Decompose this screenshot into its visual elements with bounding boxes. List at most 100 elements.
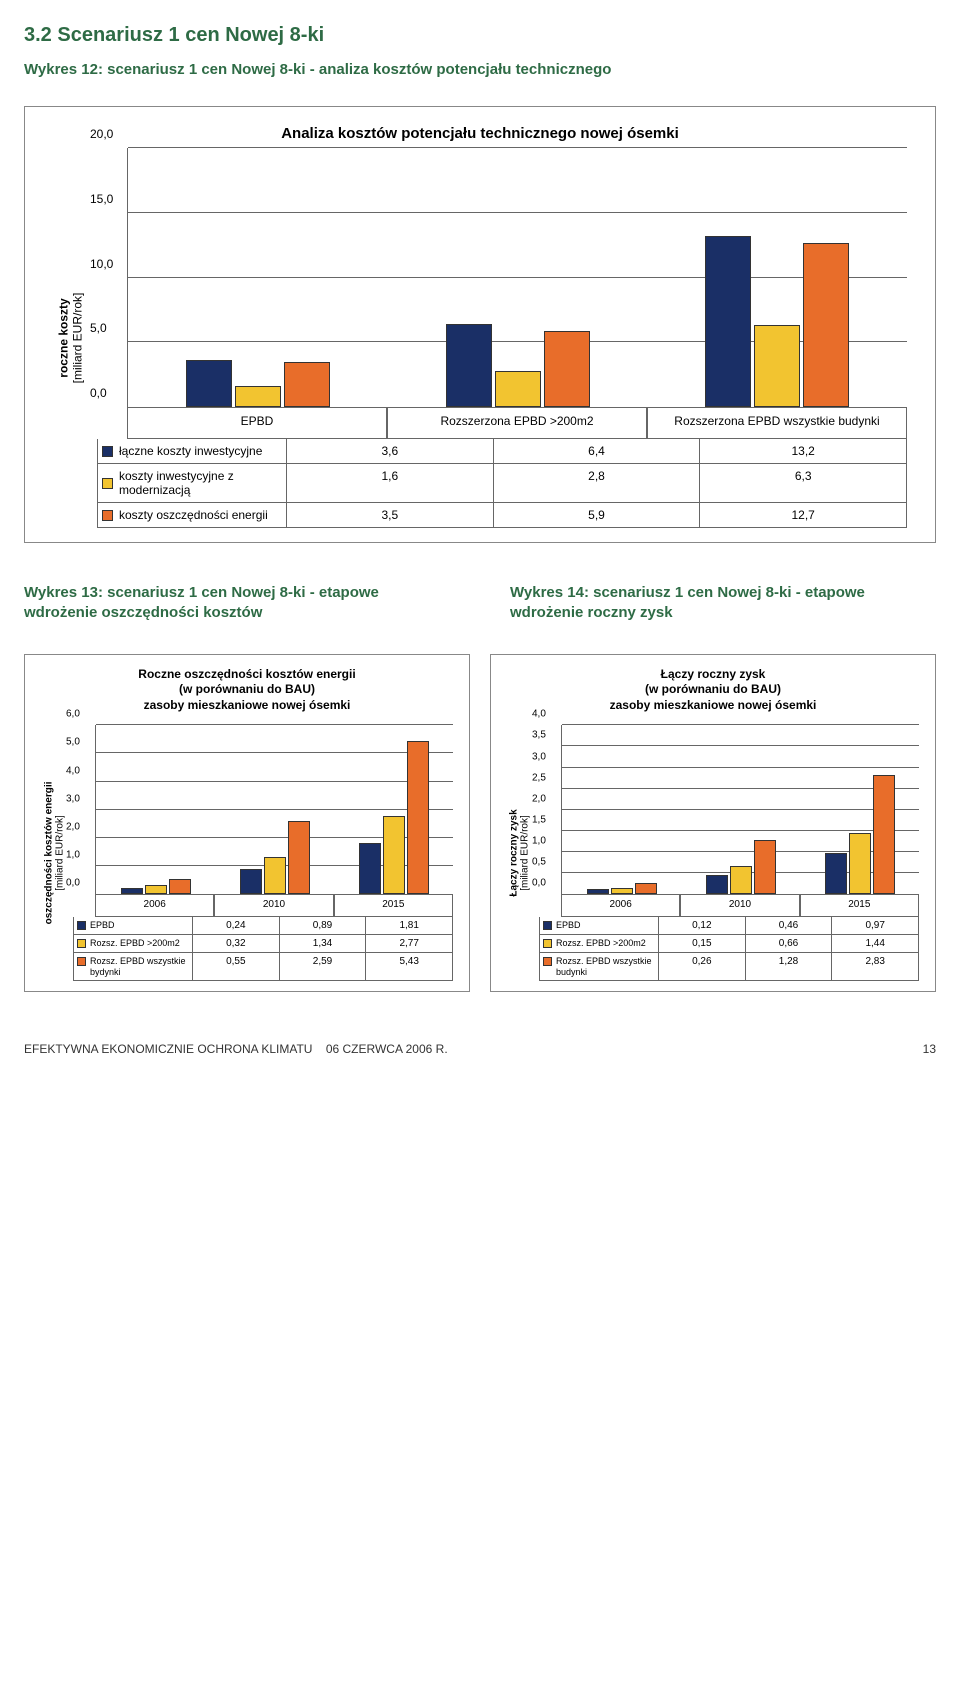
- page-footer: EFEKTYWNA EKONOMICZNIE OCHRONA KLIMATU 0…: [24, 1042, 936, 1056]
- bar: [145, 885, 167, 894]
- bar: [706, 875, 728, 894]
- legend-cell: EPBD: [73, 917, 193, 935]
- value-cell: 2,77: [366, 935, 453, 953]
- bar: [407, 741, 429, 894]
- bar: [264, 857, 286, 895]
- footer-left: EFEKTYWNA EKONOMICZNIE OCHRONA KLIMATU 0…: [24, 1042, 448, 1056]
- value-cell: 1,34: [280, 935, 367, 953]
- ytick: 2,5: [532, 772, 546, 783]
- value-cell: 1,44: [832, 935, 919, 953]
- legend-cell: Rozsz. EPBD >200m2: [539, 935, 659, 953]
- ytick: 6,0: [66, 709, 80, 720]
- legend-swatch: [77, 939, 86, 948]
- chart13-title: Roczne oszczędności kosztów energii (w p…: [35, 667, 459, 714]
- chart13-categories: 200620102015: [95, 895, 453, 917]
- legend-cell: koszty oszczędności energii: [97, 503, 287, 528]
- legend-cell: Rozsz. EPBD >200m2: [73, 935, 193, 953]
- value-cell: 12,7: [700, 503, 907, 528]
- chart12-plot: 0,05,010,015,020,0: [127, 148, 907, 408]
- chart13-box: Roczne oszczędności kosztów energii (w p…: [24, 654, 470, 992]
- chart14-data-table: EPBD0,120,460,97 Rozsz. EPBD >200m20,150,…: [539, 917, 919, 981]
- value-cell: 5,9: [494, 503, 701, 528]
- legend-cell: EPBD: [539, 917, 659, 935]
- category-label: 2015: [334, 895, 453, 917]
- bar: [635, 883, 657, 894]
- bar: [186, 360, 232, 407]
- category-label: 2006: [95, 895, 214, 917]
- chart12-box: Analiza kosztów potencjału technicznego …: [24, 106, 936, 543]
- value-cell: 5,43: [366, 953, 453, 981]
- legend-swatch: [102, 446, 113, 457]
- value-cell: 0,66: [746, 935, 833, 953]
- value-cell: 3,6: [287, 439, 494, 464]
- legend-cell: Rozsz. EPBD wszystkie bydynki: [73, 953, 193, 981]
- ytick: 4,0: [532, 709, 546, 720]
- ytick: 2,0: [532, 793, 546, 804]
- chart13-data-table: EPBD0,240,891,81Rozsz. EPBD >200m20,321,…: [73, 917, 453, 981]
- value-cell: 0,12: [659, 917, 746, 935]
- chart13-ylabel: oszczędności kosztów energii[miliard EUR…: [43, 782, 65, 925]
- chart14-plot: 0,00,51,01,52,02,53,03,54,0: [561, 725, 919, 895]
- bar: [873, 775, 895, 895]
- bar: [235, 386, 281, 407]
- bar: [803, 243, 849, 407]
- value-cell: 3,5: [287, 503, 494, 528]
- bar: [383, 816, 405, 894]
- ytick: 0,0: [532, 878, 546, 889]
- ytick: 3,5: [532, 730, 546, 741]
- bar: [121, 888, 143, 895]
- fig12-caption: Wykres 12: scenariusz 1 cen Nowej 8-ki -…: [24, 61, 936, 78]
- legend-swatch: [543, 957, 552, 966]
- bar: [849, 833, 871, 894]
- bar: [544, 331, 590, 407]
- chart14-ylabel: Łączy roczny zysk[miliard EUR/rok]: [509, 809, 531, 896]
- chart14-title: Łączy roczny zysk (w porównaniu do BAU) …: [501, 667, 925, 714]
- ytick: 2,0: [66, 821, 80, 832]
- ytick: 5,0: [90, 321, 107, 335]
- ytick: 1,0: [66, 850, 80, 861]
- category-label: 2006: [561, 895, 680, 917]
- category-label: Rozszerzona EPBD wszystkie budynki: [647, 408, 907, 439]
- chart13-plot: 0,01,02,03,04,05,06,0: [95, 725, 453, 895]
- bar: [754, 325, 800, 407]
- fig13-caption: Wykres 13: scenariusz 1 cen Nowej 8-ki -…: [24, 583, 450, 624]
- ytick: 5,0: [66, 737, 80, 748]
- value-cell: 0,89: [280, 917, 367, 935]
- ytick: 10,0: [90, 257, 113, 271]
- value-cell: 2,8: [494, 464, 701, 503]
- bar: [754, 840, 776, 894]
- legend-cell: koszty inwestycyjne z modernizacją: [97, 464, 287, 503]
- bar: [359, 843, 381, 894]
- ytick: 20,0: [90, 127, 113, 141]
- value-cell: 0,46: [746, 917, 833, 935]
- legend-cell: Rozsz. EPBD wszystkie budynki: [539, 953, 659, 981]
- bar: [284, 362, 330, 407]
- category-label: 2010: [680, 895, 799, 917]
- legend-cell: łączne koszty inwestycyjne: [97, 439, 287, 464]
- category-label: 2010: [214, 895, 333, 917]
- chart14-categories: 200620102015: [561, 895, 919, 917]
- value-cell: 0,24: [193, 917, 280, 935]
- bar: [705, 236, 751, 407]
- ytick: 0,0: [66, 878, 80, 889]
- value-cell: 13,2: [700, 439, 907, 464]
- ytick: 1,5: [532, 814, 546, 825]
- legend-swatch: [102, 510, 113, 521]
- legend-swatch: [102, 478, 113, 489]
- ytick: 4,0: [66, 765, 80, 776]
- fig14-caption: Wykres 14: scenariusz 1 cen Nowej 8-ki -…: [510, 583, 936, 624]
- section-title: 3.2 Scenariusz 1 cen Nowej 8-ki: [24, 24, 936, 47]
- category-label: 2015: [800, 895, 919, 917]
- bar: [169, 879, 191, 894]
- value-cell: 2,83: [832, 953, 919, 981]
- bar: [730, 866, 752, 894]
- ytick: 15,0: [90, 192, 113, 206]
- ytick: 3,0: [532, 751, 546, 762]
- value-cell: 0,26: [659, 953, 746, 981]
- legend-swatch: [543, 939, 552, 948]
- value-cell: 0,97: [832, 917, 919, 935]
- value-cell: 0,15: [659, 935, 746, 953]
- value-cell: 0,55: [193, 953, 280, 981]
- bar: [495, 371, 541, 407]
- chart12-categories: EPBDRozszerzona EPBD >200m2Rozszerzona E…: [127, 408, 907, 439]
